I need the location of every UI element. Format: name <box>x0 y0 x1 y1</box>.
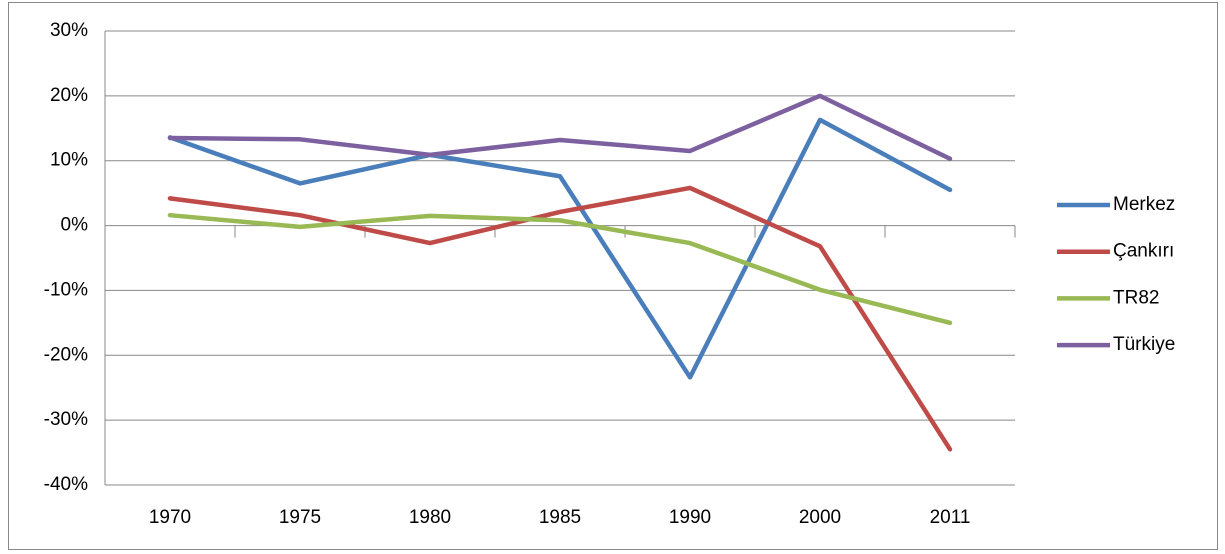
y-tick-label: 30% <box>50 20 88 41</box>
x-tick-label: 1975 <box>279 507 321 528</box>
series-line <box>167 185 953 452</box>
y-tick-label: 20% <box>50 85 88 106</box>
series-line <box>167 212 953 326</box>
chart-border <box>8 2 1218 550</box>
x-tick-label: 1990 <box>669 507 711 528</box>
y-tick-label: 10% <box>50 150 88 171</box>
y-tick-label: -20% <box>44 344 88 365</box>
y-tick-label: -40% <box>44 474 88 495</box>
y-tick-label: 0% <box>61 215 89 236</box>
series-line <box>167 93 953 162</box>
legend-label: TR82 <box>1113 287 1159 308</box>
x-tick-label: 1980 <box>409 507 451 528</box>
legend-label: Türkiye <box>1113 334 1175 355</box>
series-line <box>167 117 953 380</box>
x-tick-label: 2000 <box>799 507 841 528</box>
x-tick-label: 1970 <box>149 507 191 528</box>
x-tick-label: 2011 <box>930 507 971 528</box>
legend-label: Çankırı <box>1113 241 1174 262</box>
y-tick-label: -30% <box>44 409 88 430</box>
legend-label: Merkez <box>1113 194 1175 215</box>
x-tick-label: 1985 <box>539 507 581 528</box>
y-tick-label: -10% <box>44 279 88 300</box>
